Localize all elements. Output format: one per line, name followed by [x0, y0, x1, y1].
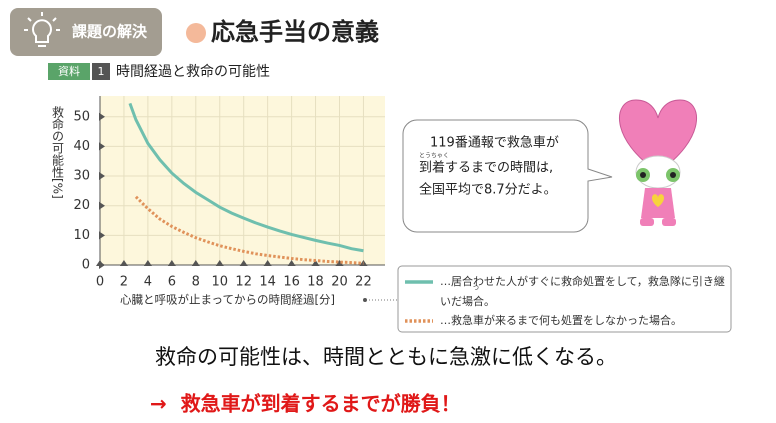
y-tick-label: 20 [73, 198, 90, 213]
x-tick-label: 6 [168, 275, 176, 290]
y-tick-label: 0 [82, 258, 90, 273]
speech-bubble [402, 119, 613, 233]
y-tick-label: 10 [73, 228, 90, 243]
series-line [128, 102, 364, 253]
y-tick-label: 40 [73, 139, 90, 154]
x-tick-label: 16 [283, 275, 300, 290]
legend-box [397, 265, 732, 333]
bubble-line: 到着するまでの時間は, [419, 160, 553, 176]
bubble-line: 119番通報で救急車が [430, 135, 559, 151]
y-axis-label: 救命の可能性[%] [51, 105, 65, 199]
legend-text: …救急車が来るまで何も処置をしなかった場合。 [440, 314, 682, 327]
source-label: 資料 [58, 64, 80, 78]
punchline: → 救急車が到着するまでが勝負！ [150, 392, 461, 416]
x-tick-label: 2 [120, 275, 128, 290]
x-tick-label: 12 [235, 275, 252, 290]
plot-bg [100, 96, 385, 265]
x-axis-label: 心臓と呼吸が止まってからの時間経過[分] [120, 293, 335, 307]
chart-title: 時間経過と救命の可能性 [116, 63, 270, 80]
source-number-bg [92, 63, 110, 80]
x-tick-label: 20 [331, 275, 348, 290]
y-tick-label: 30 [73, 169, 90, 184]
x-tick-label: 14 [259, 275, 276, 290]
heading: 応急手当の意義 [211, 18, 379, 46]
heading-dot [186, 23, 206, 43]
x-tick-label: 22 [355, 275, 372, 290]
legend-text: …居合わせた人がすぐに救命処置をして，救急隊に引き継いだ場合。 [440, 275, 725, 308]
x-tick-label: 4 [144, 275, 152, 290]
bubble-ruby: とうちゃく [419, 153, 449, 160]
x-tick-label: 8 [192, 275, 200, 290]
connector-dot [363, 298, 367, 302]
badge-bg [10, 8, 162, 56]
x-tick-label: 18 [307, 275, 324, 290]
source-number: 1 [98, 65, 105, 78]
x-tick-label: 10 [211, 275, 228, 290]
bulb-icon [24, 12, 60, 47]
x-tick-label: 0 [96, 275, 104, 290]
bubble-line: 全国平均で8.7分だよ。 [419, 182, 557, 198]
plot: 0 2 4 6 8 10 12 14 16 18 20 22 0 10 20 30 40 50 [73, 96, 385, 290]
mascot [618, 99, 698, 226]
source-label-bg [48, 63, 90, 80]
conclusion: 救命の可能性は、時間とともに急激に低くなる。 [155, 345, 617, 369]
y-tick-label: 50 [73, 109, 90, 124]
badge-text: 課題の解決 [72, 23, 148, 41]
legend-ruby: つ [473, 285, 480, 292]
